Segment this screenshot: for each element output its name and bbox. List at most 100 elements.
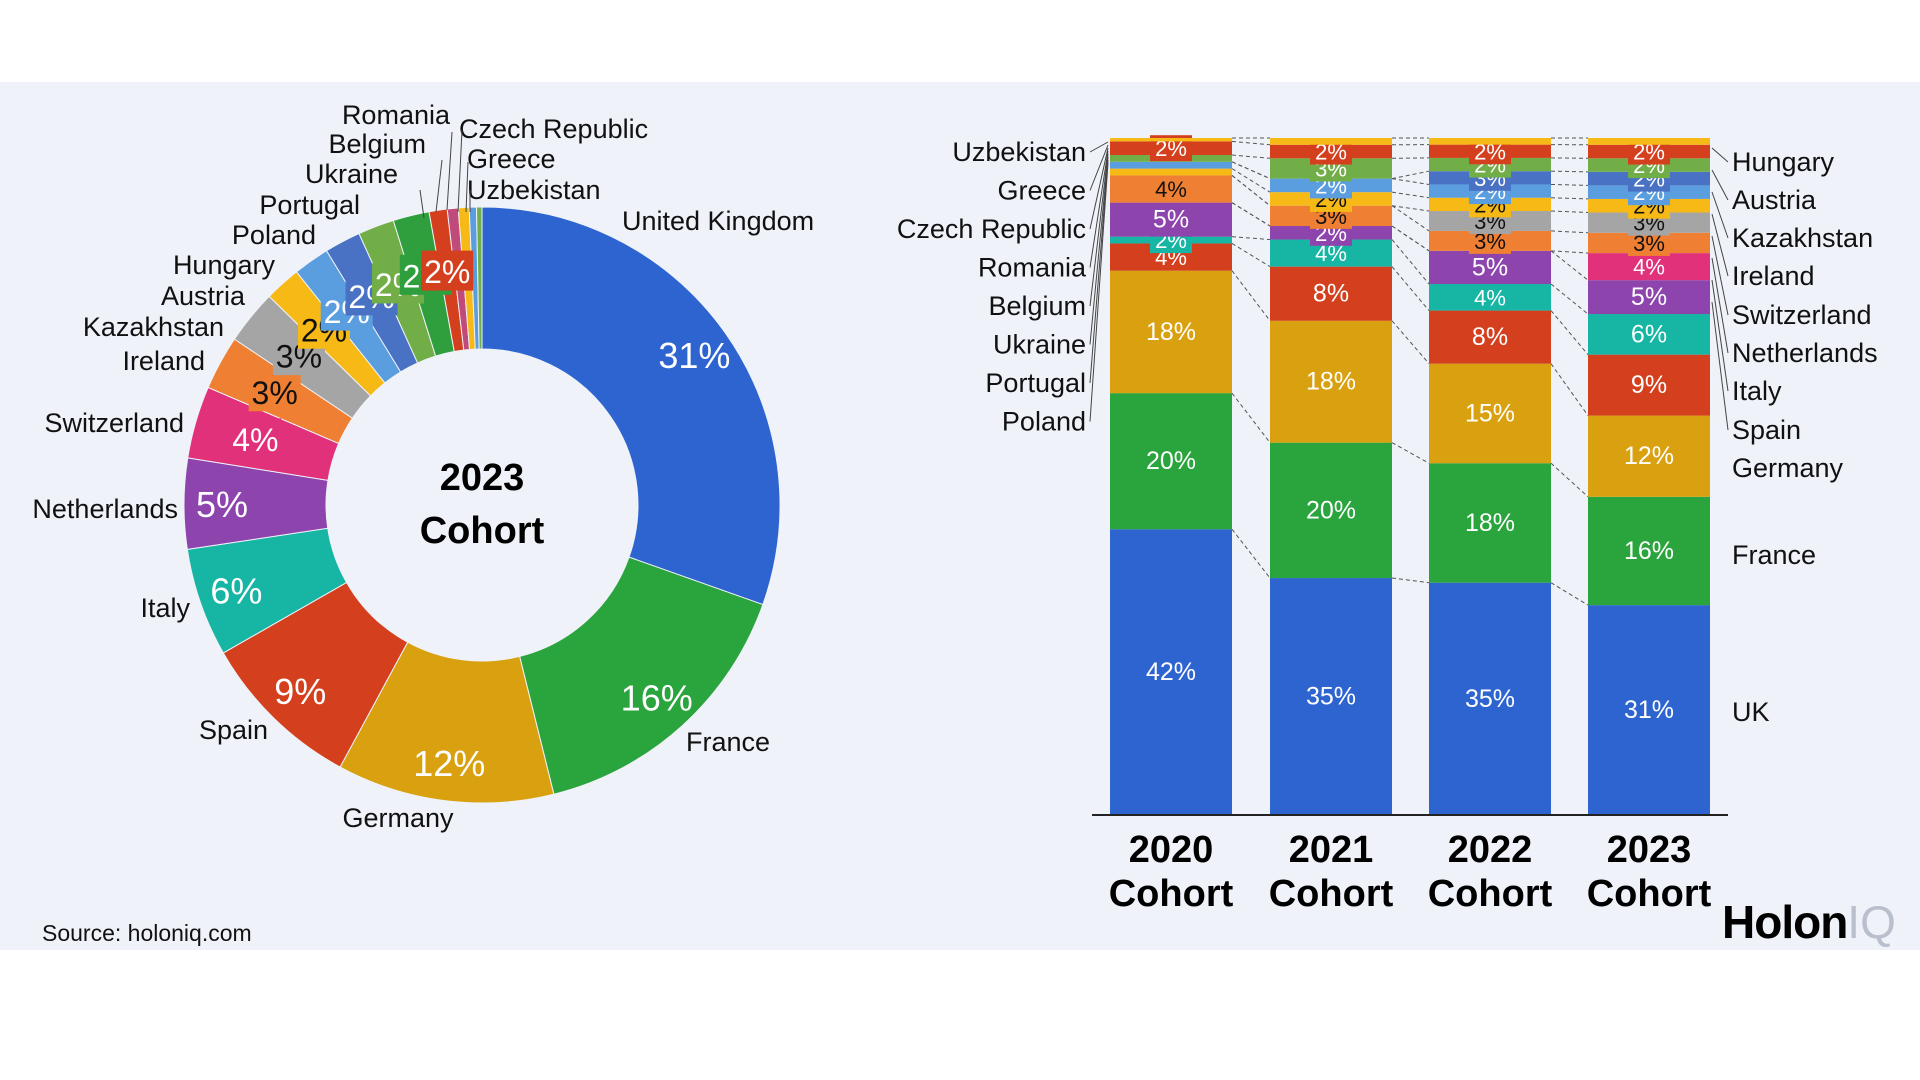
- bar-label-bg-switzerland-3: [1628, 253, 1670, 280]
- slice-value-germany: 12%: [413, 743, 485, 784]
- connector-line: [1391, 191, 1430, 199]
- right-leader-line: [1711, 191, 1729, 239]
- bar-seg-germany-3: [1588, 415, 1710, 497]
- connector-line: [1391, 178, 1430, 185]
- connector-line: [1391, 442, 1430, 464]
- donut-labels: 31%16%12%9%6%5%4%3%3%2%2%2%2%2%2%United …: [32, 100, 814, 833]
- connector-line: [1391, 266, 1430, 311]
- bar-value-italy-3: 6%: [1631, 320, 1667, 348]
- slice-name-austria: Austria: [161, 281, 246, 311]
- connector-line: [1391, 205, 1430, 232]
- connector-line: [1231, 392, 1271, 443]
- bar-value-italy-2: 4%: [1474, 285, 1506, 310]
- slice-value-ireland: 3%: [252, 375, 298, 411]
- category-label-year-1: 2021: [1289, 829, 1374, 871]
- left-leader-line: [1089, 147, 1109, 230]
- slice-name-france: France: [686, 727, 770, 757]
- right-leader-line: [1711, 235, 1729, 316]
- bar-seg-austria-0: [1110, 168, 1232, 176]
- right-leader-line: [1711, 169, 1729, 201]
- bar-seg-netherlands-3: [1588, 280, 1710, 315]
- left-label-uzbekistan: Uzbekistan: [952, 137, 1086, 167]
- slice-name-netherlands: Netherlands: [32, 494, 178, 524]
- category-label-year-0: 2020: [1129, 829, 1214, 871]
- connector-line: [1550, 462, 1589, 498]
- connector-line: [1550, 250, 1589, 254]
- slice-value-belgium: 2%: [424, 254, 470, 290]
- bar-value-spain-2: 8%: [1472, 323, 1508, 351]
- right-label-spain: Spain: [1732, 415, 1801, 445]
- bar-seg-hungary-0: [1110, 161, 1232, 169]
- bar-label-bg-ireland-0: [1150, 176, 1192, 203]
- bar-value-uk-1: 35%: [1306, 683, 1356, 711]
- bar-seg-uk-0: [1110, 529, 1232, 815]
- holoniq-logo: HolonIQ: [1722, 895, 1896, 949]
- connector-line: [1391, 225, 1430, 252]
- category-label-year-2: 2022: [1448, 829, 1533, 871]
- left-label-poland: Poland: [1002, 407, 1086, 437]
- connector-line: [1391, 320, 1430, 364]
- slice-label-bg-switzerland: [229, 418, 282, 459]
- bar-value-netherlands-2: 5%: [1472, 253, 1508, 281]
- left-leader-line: [1089, 159, 1109, 384]
- slice-name-kazakhstan: Kazakhstan: [83, 312, 224, 342]
- bar-seg-other-0: [1110, 138, 1232, 142]
- slice-label-bg-belgium: [421, 250, 474, 291]
- connector-line: [1550, 250, 1589, 281]
- leader-line: [446, 131, 453, 211]
- bar-value-uk-0: 42%: [1146, 658, 1196, 686]
- bar-seg-other-3: [1588, 138, 1710, 145]
- connector-line: [1550, 363, 1589, 416]
- bar-value-france-2: 18%: [1465, 509, 1515, 537]
- slice-name-ireland: Ireland: [122, 346, 205, 376]
- bar-value-france-3: 16%: [1624, 537, 1674, 565]
- bar-seg-france-0: [1110, 393, 1232, 530]
- bar-value-france-0: 20%: [1146, 447, 1196, 475]
- slice-value-france: 16%: [621, 678, 693, 719]
- bar-value-netherlands-0: 5%: [1153, 206, 1189, 234]
- left-label-portugal: Portugal: [985, 368, 1086, 398]
- category-label-cohort-0: Cohort: [1109, 873, 1234, 915]
- connector-line: [1231, 154, 1271, 159]
- bar-seg-france-1: [1270, 442, 1392, 579]
- bar-seg-spain-2: [1429, 310, 1551, 364]
- left-label-romania: Romania: [978, 253, 1087, 283]
- slice-name-greece: Greece: [467, 144, 556, 174]
- right-label-kazakhstan: Kazakhstan: [1732, 223, 1873, 253]
- bar-seg-germany-1: [1270, 320, 1392, 443]
- slice-value-spain: 9%: [274, 671, 326, 712]
- slice-name-uzbekistan: Uzbekistan: [467, 175, 601, 205]
- bar-seg-netherlands-2: [1429, 250, 1551, 285]
- connector-line: [1550, 310, 1589, 355]
- bar-seg-uk-1: [1270, 578, 1392, 815]
- left-leader-line: [1089, 150, 1109, 268]
- slice-name-poland: Poland: [232, 220, 316, 250]
- connector-line: [1391, 239, 1430, 285]
- bar-value-germany-0: 18%: [1146, 318, 1196, 346]
- right-label-germany: Germany: [1732, 453, 1844, 483]
- right-label-italy: Italy: [1732, 376, 1782, 406]
- donut-title-line2: Cohort: [420, 510, 545, 552]
- slice-value-netherlands: 5%: [196, 484, 248, 525]
- bar-seg-netherlands-0: [1110, 202, 1232, 237]
- bar-seg-spain-3: [1588, 354, 1710, 416]
- logo-suffix: IQ: [1847, 896, 1896, 948]
- bar-seg-uk-3: [1588, 605, 1710, 815]
- bar-seg-france-2: [1429, 463, 1551, 583]
- connector-line: [1550, 210, 1589, 213]
- slice-france: [519, 556, 764, 795]
- leader-line: [419, 189, 425, 219]
- bar-value-spain-3: 9%: [1631, 371, 1667, 399]
- bar-value-netherlands-3: 5%: [1631, 283, 1667, 311]
- bar-seg-germany-0: [1110, 270, 1232, 394]
- connector-line: [1391, 577, 1430, 584]
- left-leader-line: [1089, 141, 1109, 153]
- connector-line: [1550, 170, 1589, 173]
- bar-seg-other-2: [1429, 138, 1551, 145]
- source-note: Source: holoniq.com: [42, 920, 252, 946]
- slice-uzbekistan: [475, 206, 483, 350]
- leader-line: [435, 159, 443, 213]
- slice-name-belgium: Belgium: [328, 129, 426, 159]
- left-leader-line: [1089, 144, 1109, 191]
